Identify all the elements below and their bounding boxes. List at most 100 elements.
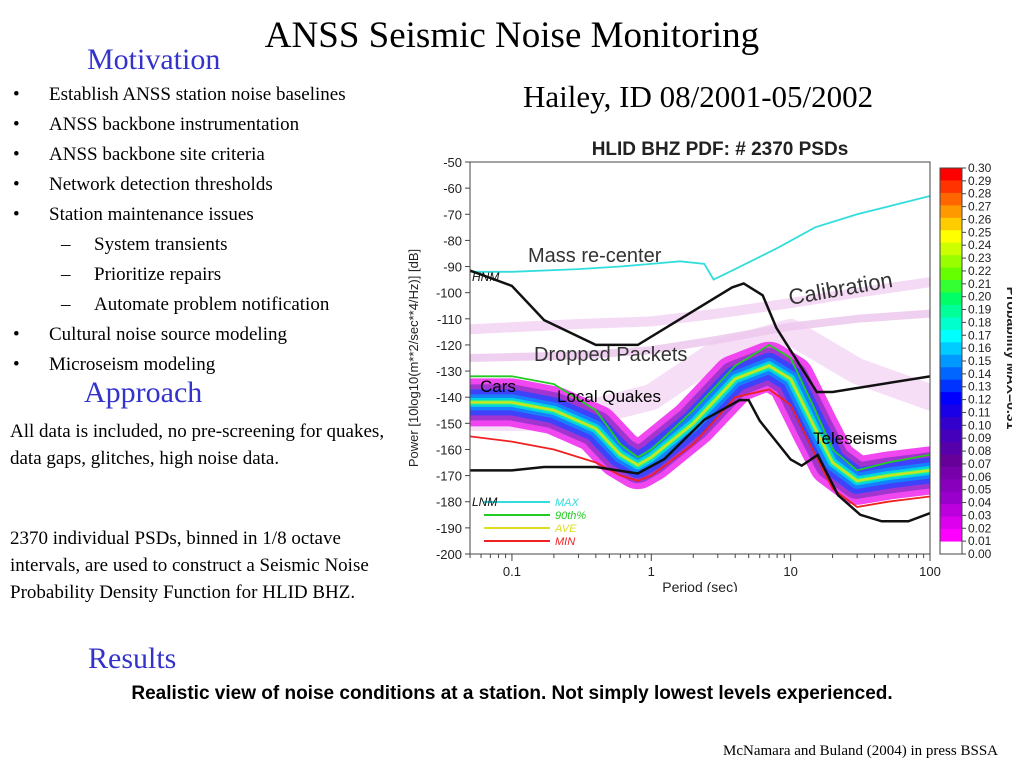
colorbar-cell xyxy=(940,255,962,269)
colorbar-cell xyxy=(940,417,962,431)
x-tick-label: 10 xyxy=(783,564,797,579)
colorbar-tick-label: 0.13 xyxy=(968,380,992,394)
colorbar-tick-label: 0.15 xyxy=(968,354,992,368)
colorbar-tick-label: 0.10 xyxy=(968,418,992,432)
colorbar-tick-label: 0.05 xyxy=(968,483,992,497)
colorbar-tick-label: 0.19 xyxy=(968,303,992,317)
x-tick-label: 100 xyxy=(919,564,941,579)
y-tick-label: -200 xyxy=(436,547,462,562)
colorbar-tick-label: 0.16 xyxy=(968,341,992,355)
colorbar-tick-label: 0.20 xyxy=(968,290,992,304)
y-tick-label: -90 xyxy=(443,260,462,275)
y-tick-label: -150 xyxy=(436,416,462,431)
x-tick-label: 1 xyxy=(648,564,655,579)
colorbar-cell xyxy=(940,354,962,368)
colorbar-cell xyxy=(940,292,962,306)
colorbar-cell xyxy=(940,367,962,381)
colorbar-cell xyxy=(940,379,962,393)
colorbar-cell xyxy=(940,230,962,244)
colorbar-tick-label: 0.22 xyxy=(968,264,992,278)
colorbar-cell xyxy=(940,342,962,356)
legend-label: AVE xyxy=(554,523,577,535)
y-tick-label: -190 xyxy=(436,521,462,536)
approach-heading: Approach xyxy=(84,376,203,409)
y-tick-label: -70 xyxy=(443,207,462,222)
slide-title: ANSS Seismic Noise Monitoring xyxy=(264,15,760,56)
y-axis: -50 -60 -70 -80 -90 -100 -110 -120 -130 -140 -150 -… xyxy=(436,155,470,562)
motivation-heading: Motivation xyxy=(87,43,221,76)
colorbar-cell xyxy=(940,192,962,206)
citation: McNamara and Buland (2004) in press BSSA xyxy=(723,743,998,759)
colorbar-tick-label: 0.24 xyxy=(968,238,992,252)
y-tick-label: -80 xyxy=(443,233,462,248)
bullet-text: ANSS backbone site criteria xyxy=(49,144,265,165)
colorbar-cell xyxy=(940,217,962,231)
colorbar-tick-label: 0.02 xyxy=(968,521,992,535)
colorbar-tick-label: 0.01 xyxy=(968,534,992,548)
colorbar-cell xyxy=(940,280,962,294)
probability-colorbar: 0.300.290.280.270.260.250.240.230.220.21… xyxy=(939,161,992,561)
plot-frame xyxy=(469,161,931,555)
colorbar-tick-label: 0.06 xyxy=(968,470,992,484)
colorbar-cell xyxy=(940,541,962,555)
legend-label: MAX xyxy=(555,497,580,509)
colorbar-tick-label: 0.21 xyxy=(968,277,992,291)
bullet-marker: • xyxy=(13,204,20,225)
pdf-haze-band xyxy=(470,277,930,335)
colorbar-tick-label: 0.17 xyxy=(968,328,992,342)
colorbar-tick-label: 0.23 xyxy=(968,251,992,265)
colorbar-cell xyxy=(940,466,962,480)
approach-paragraph-2: 2370 individual PSDs, binned in 1/8 octa… xyxy=(10,528,369,603)
bullet-text: System transients xyxy=(94,234,228,255)
legend-label: MIN xyxy=(555,536,575,548)
bullet-marker: – xyxy=(61,294,71,315)
chart-title: HLID BHZ PDF: # 2370 PSDs xyxy=(592,139,849,160)
x-axis-label: Period (sec) xyxy=(662,579,737,592)
psd-pdf-chart: HLID BHZ PDF: # 2370 PSDs -50 -60 -70 -80 -9… xyxy=(406,139,1012,592)
colorbar-cell xyxy=(940,429,962,443)
results-statement: Realistic view of noise conditions at a … xyxy=(131,683,893,704)
results-heading: Results xyxy=(88,642,177,675)
bullet-marker: • xyxy=(13,84,20,105)
bullet-marker: • xyxy=(13,354,20,375)
series-line-90th xyxy=(470,343,930,472)
colorbar-tick-label: 0.04 xyxy=(968,496,992,510)
annotation-cars: Cars xyxy=(480,377,516,396)
colorbar-cell xyxy=(940,180,962,194)
bullet-text: Prioritize repairs xyxy=(94,264,222,285)
annotation-hnm: HNM xyxy=(472,270,499,284)
colorbar-cell xyxy=(940,168,962,182)
colorbar-tick-label: 0.27 xyxy=(968,200,992,214)
bullet-text: Establish ANSS station noise baselines xyxy=(49,84,346,105)
x-axis: 0.1 1 10 100 xyxy=(469,554,941,579)
series-line-min xyxy=(470,388,930,508)
colorbar-cell xyxy=(940,516,962,530)
y-tick-label: -140 xyxy=(436,390,462,405)
annotation-teleseisms: Teleseisms xyxy=(813,429,897,448)
bullet-text: Microseism modeling xyxy=(49,354,216,375)
bullet-text: ANSS backbone instrumentation xyxy=(49,114,300,135)
colorbar-cell xyxy=(940,441,962,455)
bullet-marker: – xyxy=(61,264,71,285)
colorbar-cell xyxy=(940,205,962,219)
colorbar-cell xyxy=(940,404,962,418)
colorbar-label: Probability MAX=0.31 xyxy=(1004,287,1012,430)
colorbar-tick-label: 0.03 xyxy=(968,508,992,522)
colorbar-tick-label: 0.26 xyxy=(968,212,992,226)
y-tick-label: -130 xyxy=(436,364,462,379)
y-tick-label: -50 xyxy=(443,155,462,170)
colorbar-cell xyxy=(940,267,962,281)
y-tick-label: -180 xyxy=(436,495,462,510)
colorbar-cell xyxy=(940,479,962,493)
colorbar-tick-label: 0.09 xyxy=(968,431,992,445)
bullet-marker: • xyxy=(13,114,20,135)
bullet-marker: • xyxy=(13,174,20,195)
bullet-marker: • xyxy=(13,324,20,345)
colorbar-tick-label: 0.25 xyxy=(968,225,992,239)
colorbar-cell xyxy=(940,454,962,468)
series-line-max xyxy=(470,195,930,281)
colorbar-cell xyxy=(940,491,962,505)
colorbar-cell xyxy=(940,529,962,543)
colorbar-tick-label: 0.00 xyxy=(968,547,992,561)
y-tick-label: -100 xyxy=(436,286,462,301)
